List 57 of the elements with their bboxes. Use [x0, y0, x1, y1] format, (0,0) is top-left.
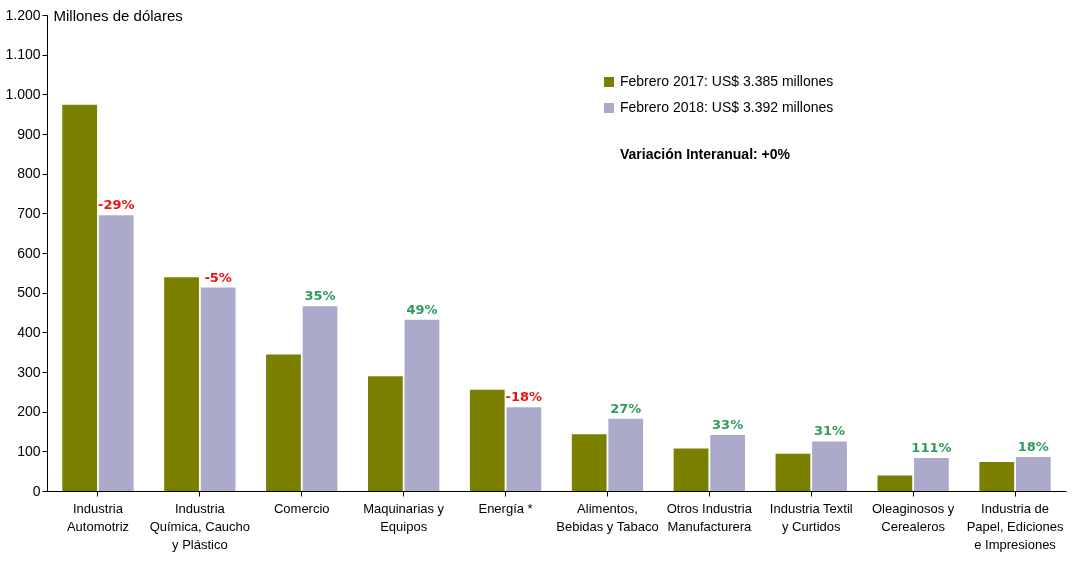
- x-tick-label: Maquinarias y Equipos: [363, 500, 445, 534]
- bar: [914, 458, 949, 491]
- bar: [506, 407, 542, 491]
- bar: [469, 389, 505, 491]
- y-tick-label: 500: [17, 284, 41, 301]
- x-tick-label: Industria Textil y Curtidos: [769, 500, 853, 534]
- annotation: 111%: [911, 440, 952, 456]
- annotation: 33%: [712, 417, 744, 433]
- annotation: 18%: [1017, 438, 1049, 454]
- annotation: 31%: [813, 423, 846, 439]
- bar: [979, 462, 1015, 491]
- x-tick-label: Energía *: [478, 500, 533, 516]
- y-tick-label: 300: [17, 363, 41, 380]
- bar: [302, 306, 338, 491]
- x-tick-label: Industria Química, Caucho y Plástico: [149, 500, 251, 552]
- bar: [673, 448, 709, 491]
- y-tick-label: 1.100: [5, 46, 41, 63]
- y-tick-label: 400: [17, 323, 41, 340]
- bar: [62, 104, 98, 491]
- bar: [1015, 456, 1051, 491]
- y-tick-label: 700: [17, 204, 41, 221]
- bar: [164, 277, 199, 491]
- y-axis-title: Millones de dólares: [53, 6, 183, 24]
- annotation: 35%: [304, 288, 336, 304]
- annotation: Variación Interanual: +0%: [620, 146, 791, 162]
- x-tick-label: Oleaginosos y Cerealeros: [871, 500, 955, 534]
- annotation: -29%: [97, 197, 135, 213]
- bar: [367, 376, 403, 491]
- annotation: -5%: [204, 269, 232, 285]
- y-tick-label: 800: [17, 165, 41, 182]
- y-tick-label: 200: [17, 403, 41, 420]
- bar: [571, 434, 607, 491]
- x-tick-label: Industria Automotriz: [66, 500, 130, 534]
- y-tick-label: 600: [17, 244, 41, 261]
- x-tick-label: Alimentos, Bebidas y Tabaco: [556, 500, 659, 534]
- bar: [266, 354, 301, 491]
- bar: [775, 453, 811, 491]
- bar: [877, 475, 913, 491]
- x-tick-label: Otros Industria Manufacturera: [666, 500, 753, 534]
- bar: [710, 435, 746, 491]
- annotation: 49%: [406, 301, 438, 317]
- bar: [200, 287, 236, 491]
- annotation: 27%: [610, 400, 642, 416]
- y-tick-label: 1.200: [5, 6, 41, 23]
- y-tick-label: 900: [17, 125, 41, 142]
- bar: [98, 215, 134, 491]
- legend-label: Febrero 2017: US$ 3.385 millones: [620, 73, 834, 89]
- x-tick-label: Comercio: [273, 500, 330, 516]
- y-tick-label: 100: [17, 442, 41, 459]
- legend-label: Febrero 2018: US$ 3.392 millones: [620, 99, 834, 115]
- y-tick-label: 1.000: [5, 85, 41, 102]
- y-tick-label: 0: [32, 482, 41, 499]
- bar: [812, 441, 847, 491]
- bar: [404, 319, 440, 491]
- x-tick-label: Industria de Papel, Ediciones e Impresiones: [966, 500, 1064, 552]
- bar: [608, 418, 644, 491]
- annotation: -18%: [505, 389, 543, 405]
